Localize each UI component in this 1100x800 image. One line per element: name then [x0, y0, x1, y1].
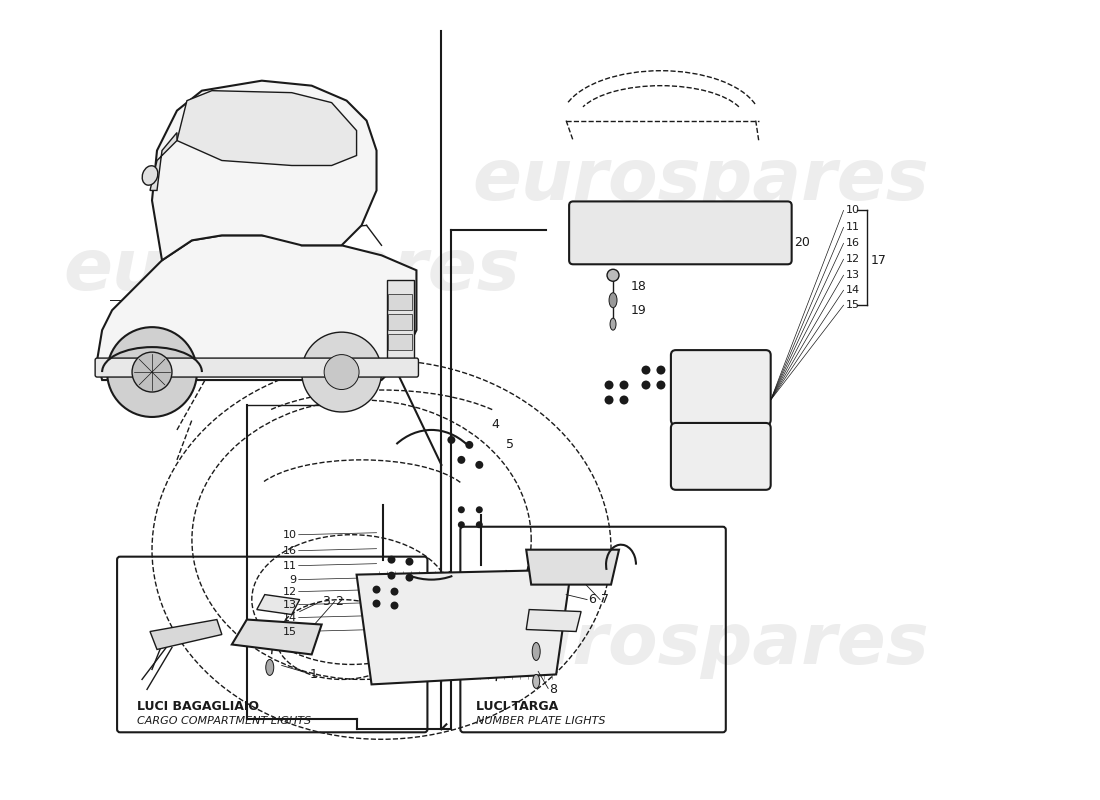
- Ellipse shape: [448, 436, 455, 444]
- Text: 16: 16: [846, 238, 859, 248]
- FancyBboxPatch shape: [95, 358, 418, 377]
- Polygon shape: [356, 570, 571, 684]
- Text: 2: 2: [336, 595, 343, 608]
- Polygon shape: [526, 550, 619, 585]
- Ellipse shape: [476, 506, 483, 514]
- Text: 12: 12: [283, 586, 297, 597]
- Polygon shape: [152, 81, 376, 260]
- Ellipse shape: [406, 558, 414, 566]
- Ellipse shape: [107, 327, 197, 417]
- Ellipse shape: [458, 522, 465, 528]
- Text: 20: 20: [793, 236, 810, 249]
- Polygon shape: [526, 610, 581, 631]
- Text: LUCI BAGAGLIAIO: LUCI BAGAGLIAIO: [138, 700, 258, 713]
- Ellipse shape: [532, 674, 540, 688]
- Text: 16: 16: [283, 546, 297, 556]
- Ellipse shape: [324, 354, 359, 390]
- Bar: [387, 294, 412, 310]
- Ellipse shape: [475, 461, 483, 469]
- Text: 9: 9: [289, 574, 297, 585]
- Ellipse shape: [619, 381, 628, 390]
- Text: 11: 11: [283, 561, 297, 570]
- Bar: [386, 280, 415, 360]
- Text: 7: 7: [601, 593, 609, 606]
- Ellipse shape: [605, 395, 614, 405]
- Ellipse shape: [619, 395, 628, 405]
- Ellipse shape: [373, 586, 381, 594]
- Text: 14: 14: [846, 286, 860, 295]
- Ellipse shape: [532, 642, 540, 661]
- Ellipse shape: [390, 602, 398, 610]
- Text: 15: 15: [283, 626, 297, 637]
- Text: 13: 13: [283, 599, 297, 610]
- Ellipse shape: [458, 456, 465, 464]
- Ellipse shape: [132, 352, 172, 392]
- Ellipse shape: [465, 441, 473, 449]
- Ellipse shape: [657, 381, 665, 390]
- Polygon shape: [256, 594, 299, 614]
- Ellipse shape: [142, 166, 157, 185]
- Text: 6: 6: [588, 593, 596, 606]
- Ellipse shape: [607, 270, 619, 282]
- Text: 17: 17: [870, 254, 887, 266]
- Text: 3: 3: [321, 595, 330, 608]
- FancyBboxPatch shape: [671, 423, 771, 490]
- FancyBboxPatch shape: [671, 350, 771, 425]
- Ellipse shape: [387, 572, 396, 580]
- Text: eurospares: eurospares: [64, 236, 520, 305]
- Ellipse shape: [266, 659, 274, 675]
- Text: 13: 13: [846, 270, 859, 280]
- Polygon shape: [232, 619, 321, 654]
- Text: 10: 10: [846, 206, 859, 215]
- Text: 4: 4: [492, 418, 499, 431]
- Text: NUMBER PLATE LIGHTS: NUMBER PLATE LIGHTS: [476, 716, 606, 726]
- Ellipse shape: [641, 366, 650, 374]
- Text: eurospares: eurospares: [473, 146, 930, 215]
- Ellipse shape: [657, 366, 665, 374]
- Ellipse shape: [406, 574, 414, 582]
- Text: 10: 10: [283, 530, 297, 540]
- Text: LUCI TARGA: LUCI TARGA: [476, 700, 559, 713]
- Ellipse shape: [390, 588, 398, 595]
- FancyBboxPatch shape: [569, 202, 792, 264]
- Ellipse shape: [301, 332, 382, 412]
- Ellipse shape: [609, 293, 617, 308]
- Text: eurospares: eurospares: [473, 610, 930, 679]
- Bar: [387, 334, 412, 350]
- Text: 8: 8: [549, 683, 558, 696]
- Ellipse shape: [458, 506, 465, 514]
- Ellipse shape: [373, 599, 381, 607]
- Polygon shape: [150, 619, 222, 650]
- Polygon shape: [97, 235, 417, 380]
- Text: 1: 1: [310, 668, 318, 681]
- Text: 19: 19: [631, 304, 647, 317]
- Text: CARGO COMPARTMENT LIGHTS: CARGO COMPARTMENT LIGHTS: [138, 716, 311, 726]
- Ellipse shape: [641, 381, 650, 390]
- Ellipse shape: [605, 381, 614, 390]
- Text: 12: 12: [846, 254, 860, 264]
- Ellipse shape: [476, 522, 483, 528]
- Text: 15: 15: [846, 300, 859, 310]
- Text: 14: 14: [283, 613, 297, 622]
- Text: 18: 18: [631, 280, 647, 293]
- Polygon shape: [177, 90, 356, 166]
- Polygon shape: [150, 133, 177, 190]
- Text: 5: 5: [506, 438, 515, 451]
- Bar: [387, 314, 412, 330]
- Ellipse shape: [387, 556, 396, 564]
- Text: 11: 11: [846, 222, 859, 232]
- Ellipse shape: [610, 318, 616, 330]
